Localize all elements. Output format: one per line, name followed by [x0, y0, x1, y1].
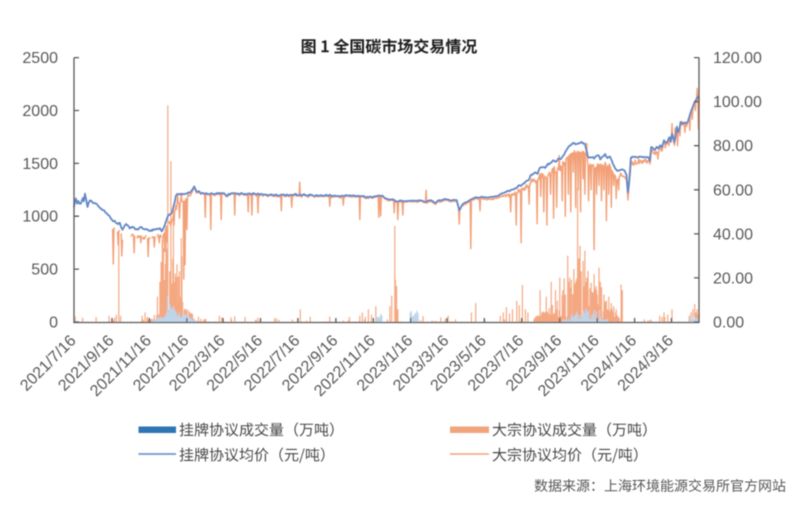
svg-text:40.00: 40.00 [713, 226, 753, 243]
svg-text:0: 0 [49, 315, 58, 332]
svg-text:20.00: 20.00 [713, 270, 753, 287]
svg-text:80.00: 80.00 [713, 138, 753, 155]
svg-text:1500: 1500 [22, 156, 58, 173]
svg-text:1000: 1000 [22, 209, 58, 226]
svg-text:500: 500 [31, 262, 58, 279]
svg-text:2500: 2500 [22, 50, 58, 67]
svg-text:100.00: 100.00 [713, 94, 762, 111]
svg-text:60.00: 60.00 [713, 182, 753, 199]
svg-text:120.00: 120.00 [713, 50, 762, 67]
svg-text:2000: 2000 [22, 103, 58, 120]
svg-text:0.00: 0.00 [713, 315, 744, 332]
